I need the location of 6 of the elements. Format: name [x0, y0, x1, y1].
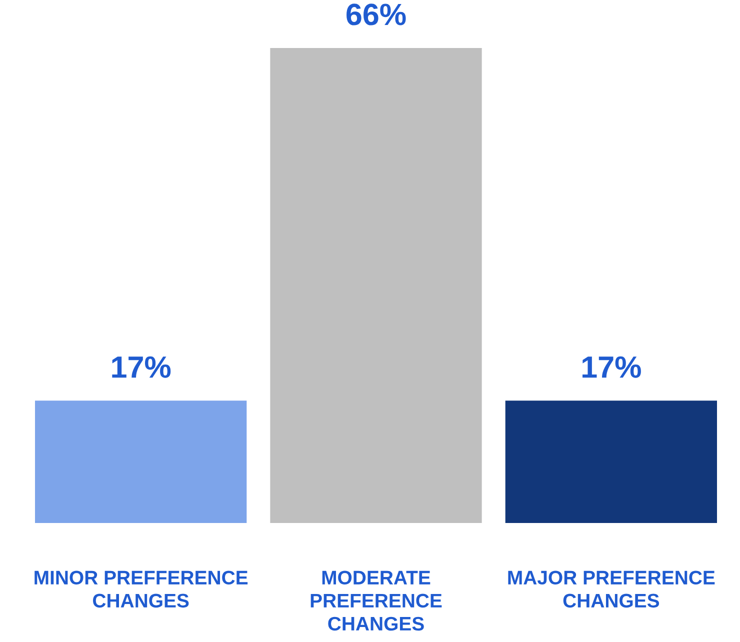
x-tick-label: MODERATE PREFERENCE CHANGES [310, 570, 442, 631]
data-label: 17% [112, 356, 171, 378]
data-label: 17% [582, 356, 641, 378]
x-tick-label: MINOR PREFFERENCE CHANGES [34, 570, 248, 608]
data-label: 66% [346, 4, 406, 26]
x-tick-label: MAJOR PREFERENCE CHANGES [508, 570, 715, 608]
